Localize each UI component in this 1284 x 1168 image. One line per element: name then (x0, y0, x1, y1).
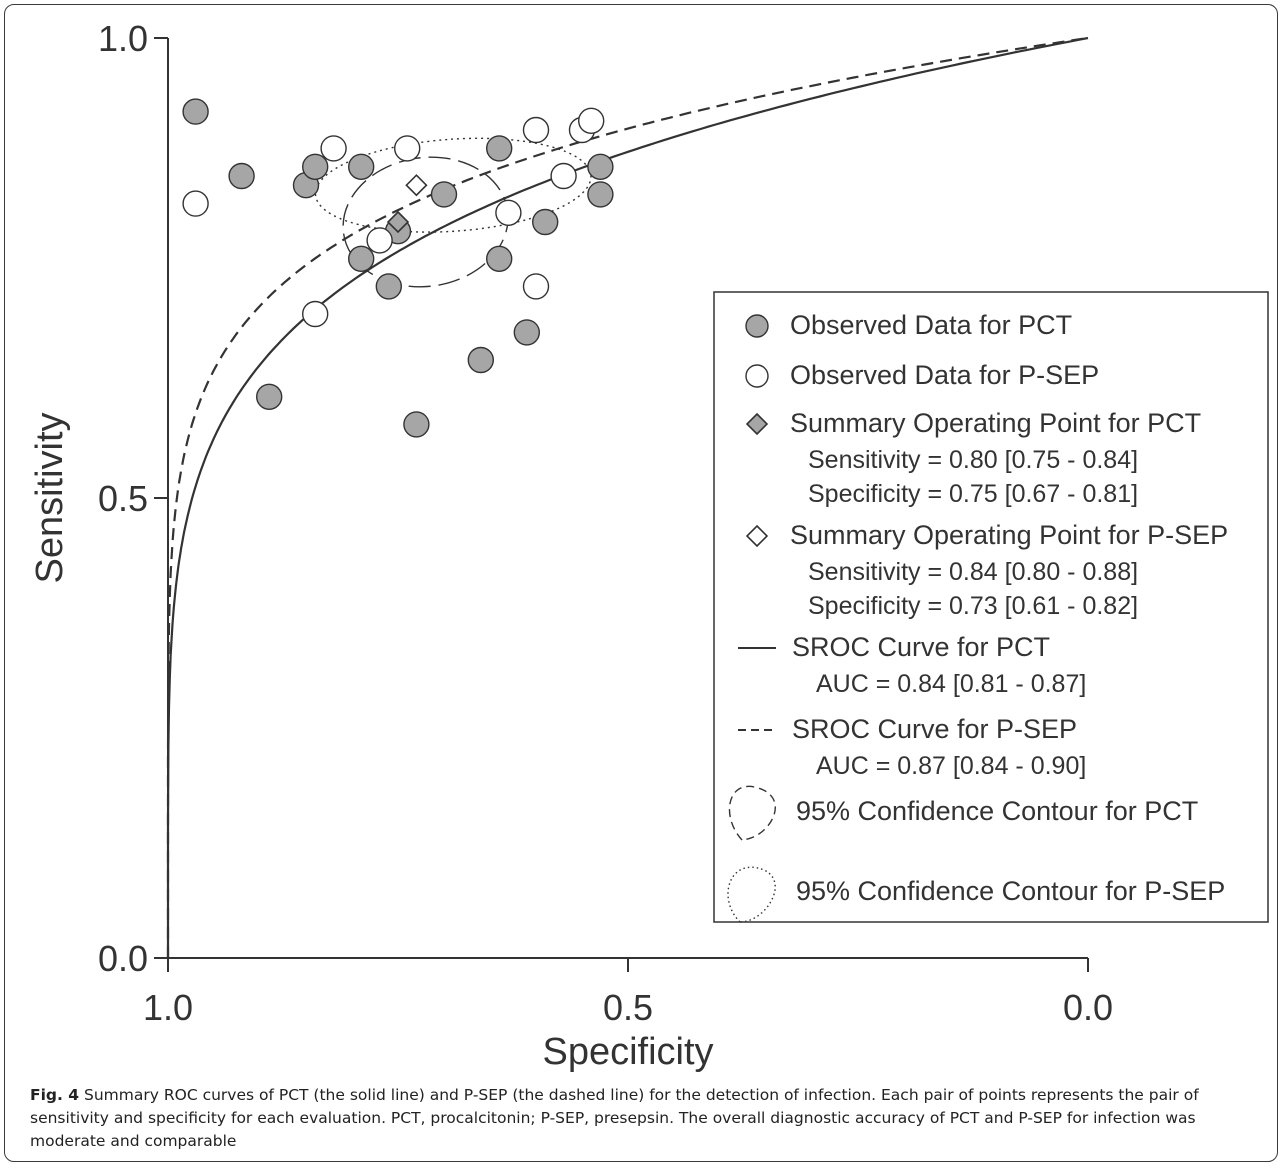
legend-label: Summary Operating Point for PCT (790, 408, 1201, 438)
observed-point-pct (348, 245, 375, 272)
observed-point-pct (228, 162, 255, 190)
legend-label: Observed Data for PCT (790, 310, 1072, 340)
y-tick-label: 0.0 (98, 938, 148, 979)
observed-point-psep (495, 199, 522, 227)
observed-point-pct (486, 135, 513, 162)
x-tick-label: 0.5 (603, 987, 653, 1028)
observed-point-pct (256, 383, 283, 410)
legend-sublabel: AUC = 0.84 [0.81 - 0.87] (816, 670, 1086, 698)
caption-text: Summary ROC curves of PCT (the solid lin… (30, 1086, 1199, 1150)
observed-point-psep (302, 300, 329, 328)
legend-label: Observed Data for P-SEP (790, 360, 1099, 390)
legend-symbol-pct-contour (728, 785, 776, 841)
legend-box (713, 291, 1269, 923)
observed-point-pct (302, 153, 329, 181)
figure-caption: Fig. 4 Summary ROC curves of PCT (the so… (30, 1084, 1260, 1153)
observed-point-psep (320, 135, 347, 162)
summary-point-pct (386, 210, 410, 234)
x-axis-label: Specificity (542, 1031, 713, 1073)
observed-point-psep (394, 135, 421, 162)
legend-sublabel: Specificity = 0.75 [0.67 - 0.81] (808, 480, 1138, 508)
observed-point-pct (375, 273, 402, 300)
observed-point-pct (467, 346, 494, 374)
observed-point-psep (578, 107, 605, 135)
observed-point-psep (522, 273, 550, 300)
legend-label: 95% Confidence Contour for PCT (796, 796, 1198, 826)
caption-label: Fig. 4 (30, 1086, 80, 1104)
y-axis-label: Sensitivity (29, 412, 71, 583)
legend-symbol-psep-contour (727, 866, 776, 923)
observed-point-pct (182, 98, 209, 125)
legend-symbol-psep-summary (745, 524, 769, 548)
observed-point-psep (182, 190, 209, 217)
x-tick-label: 1.0 (143, 987, 193, 1028)
observed-point-psep (550, 162, 577, 190)
x-tick-label: 0.0 (1063, 987, 1113, 1028)
figure-frame (4, 4, 1278, 1162)
observed-point-pct (348, 153, 375, 181)
legend-label: Summary Operating Point for P-SEP (790, 520, 1228, 550)
legend-label: 95% Confidence Contour for P-SEP (796, 876, 1225, 906)
legend-sublabel: Sensitivity = 0.84 [0.80 - 0.88] (808, 558, 1138, 586)
observed-point-pct (486, 245, 513, 272)
legend-symbol-psep-observed (745, 364, 769, 388)
sroc-chart: 0.0 0.5 1.0 1.0 0.5 0.0 Specificity Sensitivity… (29, 18, 1269, 1073)
observed-point-pct (403, 411, 430, 438)
observed-point-psep (522, 116, 550, 144)
observed-point-pct (587, 181, 614, 208)
y-tick-label: 0.5 (98, 478, 148, 519)
summary-point-psep (405, 174, 428, 197)
legend-label: SROC Curve for P-SEP (792, 714, 1077, 744)
legend-sublabel: AUC = 0.87 [0.84 - 0.90] (816, 752, 1086, 780)
legend-sublabel: Sensitivity = 0.80 [0.75 - 0.84] (808, 446, 1138, 474)
y-tick-label: 1.0 (98, 18, 148, 59)
sroc-curve-psep (166, 36, 1089, 958)
legend-symbol-pct-summary (745, 412, 769, 436)
observed-point-pct (430, 181, 458, 208)
legend-symbol-pct-observed (745, 314, 769, 338)
legend-label: SROC Curve for PCT (792, 632, 1050, 662)
legend-sublabel: Specificity = 0.73 [0.61 - 0.82] (808, 592, 1138, 620)
observed-point-pct (532, 208, 559, 236)
observed-point-psep (366, 227, 393, 254)
observed-point-pct (513, 319, 540, 346)
observed-point-pct (587, 153, 614, 181)
